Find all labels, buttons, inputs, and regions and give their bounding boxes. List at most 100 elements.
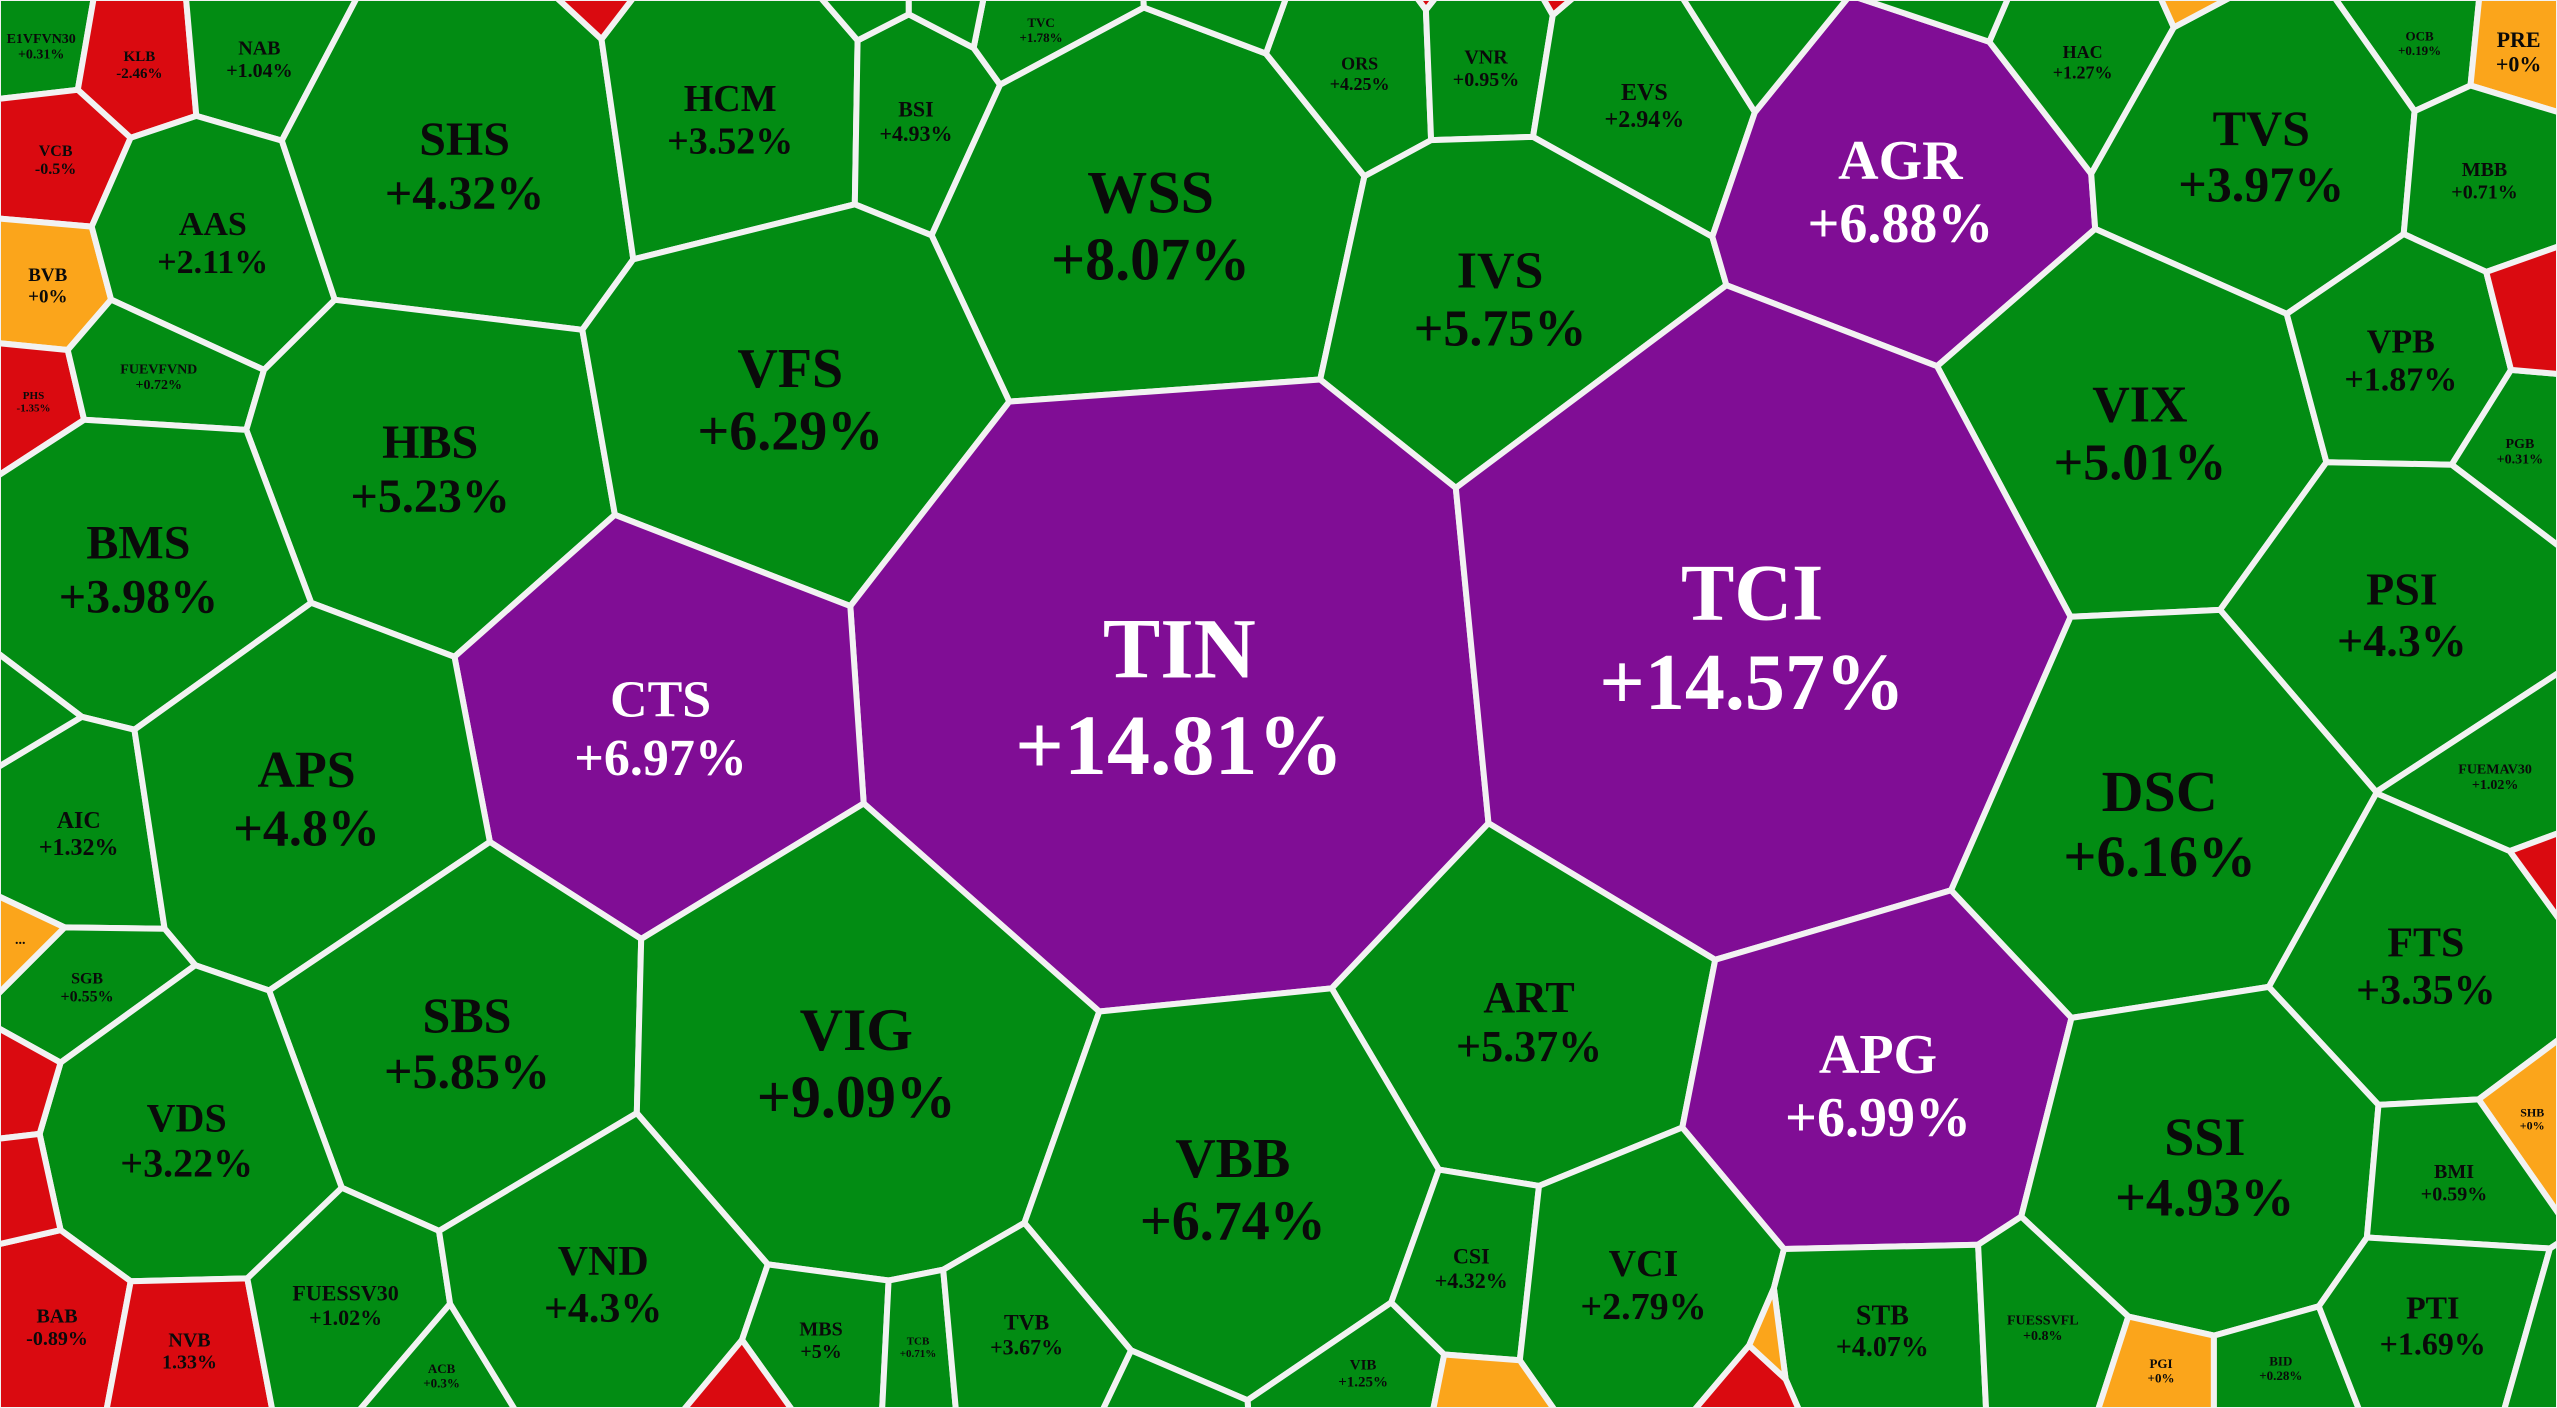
change-label-fts: +3.35% [2356, 968, 2495, 1014]
change-label-evs: +2.94% [1605, 107, 1685, 133]
cell-unlabeled [0, 651, 85, 770]
ticker-label-hac: HAC [2063, 42, 2103, 62]
change-label-vcb: -0.5% [35, 161, 76, 178]
change-label-vig: +9.09% [757, 1064, 956, 1130]
ticker-label-cts: CTS [610, 672, 711, 729]
ticker-label-shs: SHS [419, 113, 510, 166]
ticker-label-shb: SHB [2520, 1105, 2544, 1119]
change-label-hac: +1.27% [2053, 62, 2113, 82]
ticker-label-bmi: BMI [2434, 1161, 2474, 1183]
ticker-label-pgb: PGB [2506, 437, 2535, 452]
change-label-shb: +0% [2520, 1119, 2545, 1133]
cell-unlabeled [1414, 0, 1438, 13]
change-label-pgi: +0% [2148, 1371, 2175, 1386]
change-label-bms: +3.98% [59, 570, 218, 623]
ticker-label-nvb: NVB [168, 1329, 210, 1351]
ticker-label-vib: VIB [1350, 1358, 1377, 1374]
change-label-tin: +14.81% [1015, 697, 1344, 793]
change-label-sgb: +0.55% [61, 989, 114, 1006]
change-label-aps: +4.8% [233, 800, 380, 857]
change-label-aic: +1.32% [39, 835, 119, 861]
cell-unlabeled [905, 0, 987, 51]
cell-unlabeled [1430, 1351, 1557, 1408]
ticker-label-psi: PSI [2366, 563, 2438, 614]
ticker-label-nab: NAB [238, 38, 280, 60]
ticker-label-fuemav30: FUEMAV30 [2458, 762, 2532, 777]
change-label-fuessv30: +1.02% [309, 1305, 382, 1330]
change-label-tvb: +3.67% [990, 1334, 1063, 1359]
ticker-label-pti: PTI [2406, 1290, 2459, 1326]
cell-unlabeled [0, 1130, 64, 1248]
change-label-acb: +0.3% [423, 1376, 460, 1391]
change-label-bmi: +0.59% [2421, 1183, 2487, 1205]
change-label-shs: +4.32% [385, 167, 544, 220]
cell-unlabeled [554, 0, 636, 43]
change-label-vfs: +6.29% [697, 401, 883, 463]
ticker-label-ocb: OCB [2406, 29, 2435, 44]
change-label-bsi: +4.93% [879, 121, 952, 146]
ticker-label-vnr: VNR [1464, 47, 1508, 69]
ticker-label-pgi: PGI [2149, 1356, 2172, 1371]
change-label-fuevfvnd: +0.72% [136, 378, 182, 393]
labels-layer: E1VFVN30+0.31% KLB-2.46%NAB+1.04%VCB-0.5%… [7, 15, 2545, 1390]
ticker-label-vpb: VPB [2367, 324, 2435, 361]
change-label-tvc: +1.78% [1020, 30, 1063, 45]
ticker-label-stb: STB [1856, 1301, 1909, 1332]
ticker-label-tvb: TVB [1004, 1310, 1050, 1335]
change-label-cts: +6.97% [574, 730, 747, 787]
change-label-vix: +5.01% [2054, 435, 2227, 492]
ticker-label-aic: AIC [57, 808, 101, 834]
change-label-vnd: +4.3% [544, 1286, 662, 1332]
cell-unlabeled [2158, 0, 2232, 31]
change-label-pti: +1.69% [2380, 1326, 2486, 1362]
change-label-apg: +6.99% [1785, 1087, 1971, 1149]
change-label-sbs: +5.85% [384, 1043, 550, 1099]
ticker-label-vci: VCI [1609, 1243, 1679, 1285]
change-label-bid: +0.28% [2259, 1368, 2302, 1383]
change-label-csi: +4.32% [1435, 1268, 1508, 1293]
change-label-art: +5.37% [1456, 1022, 1602, 1071]
ticker-label-tci: TCI [1681, 550, 1823, 638]
change-label-ors: +4.25% [1330, 74, 1390, 94]
change-label-bab: -0.89% [26, 1328, 88, 1350]
ticker-label-ors: ORS [1341, 54, 1378, 74]
ticker-label-more: ... [15, 933, 26, 948]
change-label-psi: +4.3% [2337, 615, 2467, 666]
ticker-label-aas: AAS [179, 206, 247, 243]
ticker-label-mbb: MBB [2462, 159, 2508, 181]
change-label-e1vfvn30: +0.31% [18, 48, 64, 63]
change-label-agr: +6.88% [1807, 193, 1993, 255]
cell-unlabeled [1746, 1285, 1789, 1383]
change-label-pgb: +0.31% [2497, 453, 2543, 468]
ticker-label-sbs: SBS [423, 987, 512, 1043]
change-label-tvs: +3.97% [2178, 156, 2344, 212]
cell-unlabeled [1140, 0, 1289, 57]
change-label-vnr: +0.95% [1453, 69, 1519, 91]
ticker-label-agr: AGR [1838, 130, 1963, 192]
ticker-label-evs: EVS [1621, 80, 1668, 106]
cell-unlabeled [2506, 830, 2557, 922]
ticker-label-art: ART [1483, 973, 1574, 1022]
ticker-label-dsc: DSC [2102, 759, 2218, 824]
change-label-dsc: +6.16% [2063, 824, 2256, 889]
change-label-hbs: +5.23% [351, 470, 510, 523]
change-label-vci: +2.79% [1580, 1286, 1706, 1328]
ticker-label-vnd: VND [558, 1239, 649, 1285]
ticker-label-hbs: HBS [382, 416, 478, 469]
change-label-fuessvfl: +0.8% [2023, 1329, 2062, 1344]
ticker-label-mbs: MBS [799, 1319, 842, 1341]
change-label-tci: +14.57% [1599, 639, 1905, 727]
ticker-label-ivs: IVS [1457, 242, 1544, 299]
ticker-label-phs: PHS [23, 390, 44, 402]
cell-pre[interactable] [2467, 0, 2557, 115]
change-label-bvb: +0% [28, 286, 67, 307]
ticker-label-acb: ACB [428, 1361, 456, 1376]
ticker-label-tin: TIN [1103, 601, 1256, 697]
change-label-hcm: +3.52% [667, 120, 793, 162]
ticker-label-fuessvfl: FUESSVFL [2007, 1314, 2079, 1329]
cell-[interactable] [0, 893, 68, 997]
ticker-label-tcb: TCB [907, 1336, 930, 1348]
ticker-label-apg: APG [1819, 1024, 1937, 1086]
